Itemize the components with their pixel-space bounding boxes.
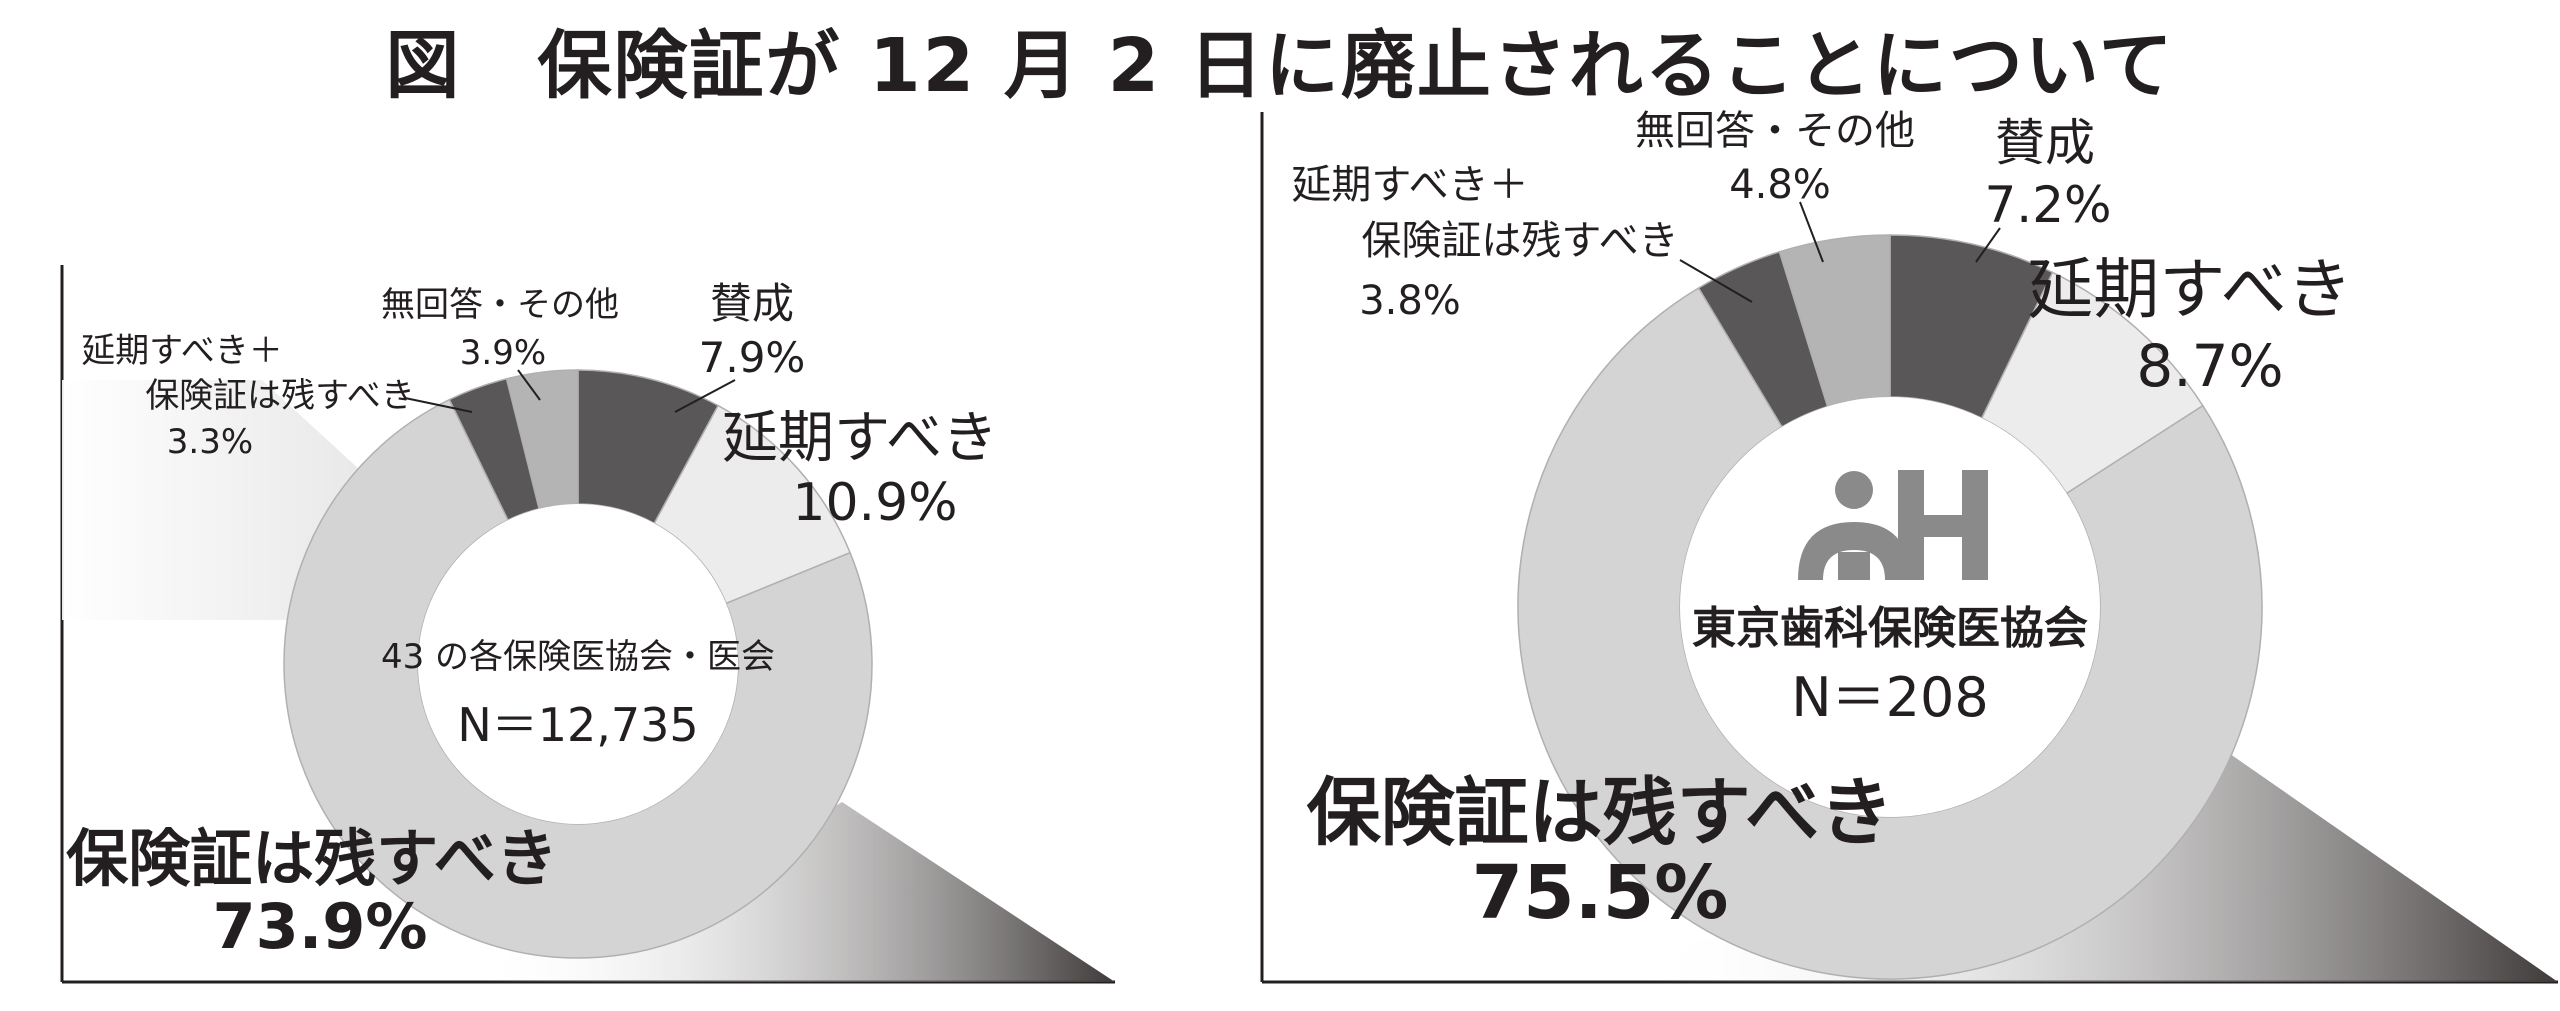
left-n-label: N＝12,735 (457, 698, 698, 752)
right-label-enki: 延期すべき (2027, 251, 2352, 328)
left-label-enki: 延期すべき (722, 406, 998, 471)
left-donut-hole (418, 504, 738, 824)
left-value-enki: 10.9% (792, 473, 957, 533)
logo-icon (1798, 470, 1988, 580)
right-label-both-1: 延期すべき＋ (1291, 162, 1528, 208)
right-label-sansei: 賛成 (1995, 114, 2095, 172)
left-labels: 賛成 7.9% 延期すべき 10.9% 無回答・その他 3.9% 延期すべき＋ … (66, 279, 998, 963)
left-shadow-top (62, 380, 360, 620)
right-value-enki: 8.7% (2136, 332, 2283, 400)
left-label-sansei: 賛成 (710, 279, 794, 328)
left-value-both: 3.3% (167, 422, 253, 462)
left-label-both-1: 延期すべき＋ (81, 331, 283, 371)
right-donut-hole (1680, 397, 2100, 817)
right-label-both-2: 保険証は残すべき (1361, 218, 1678, 264)
right-label-muk: 無回答・その他 (1635, 108, 1915, 154)
right-labels: 賛成 7.2% 延期すべき 8.7% 無回答・その他 4.8% 延期すべき＋ 保… (1291, 108, 2352, 936)
left-label-muk: 無回答・その他 (381, 285, 619, 325)
right-value-nokosu: 75.5% (1472, 850, 1729, 936)
chart-title: 図 保険証が 12 月 2 日に廃止されることについて (385, 23, 2175, 109)
right-value-muk: 4.8% (1729, 162, 1831, 208)
left-label-nokosu: 保険証は残すべき (66, 822, 558, 895)
right-value-sansei: 7.2% (1984, 176, 2111, 234)
left-label-both-2: 保険証は残すべき (145, 376, 415, 416)
left-value-muk: 3.9% (460, 333, 546, 373)
right-value-both: 3.8% (1359, 278, 1461, 324)
left-center-label: 43 の各保険医協会・医会 (381, 637, 775, 677)
left-value-nokosu: 73.9% (212, 890, 427, 963)
left-value-sansei: 7.9% (699, 333, 806, 382)
right-center-label: 東京歯科保険医協会 (1692, 603, 2088, 654)
right-label-nokosu: 保険証は残すべき (1307, 770, 1894, 856)
right-n-label: N＝208 (1791, 666, 1988, 729)
